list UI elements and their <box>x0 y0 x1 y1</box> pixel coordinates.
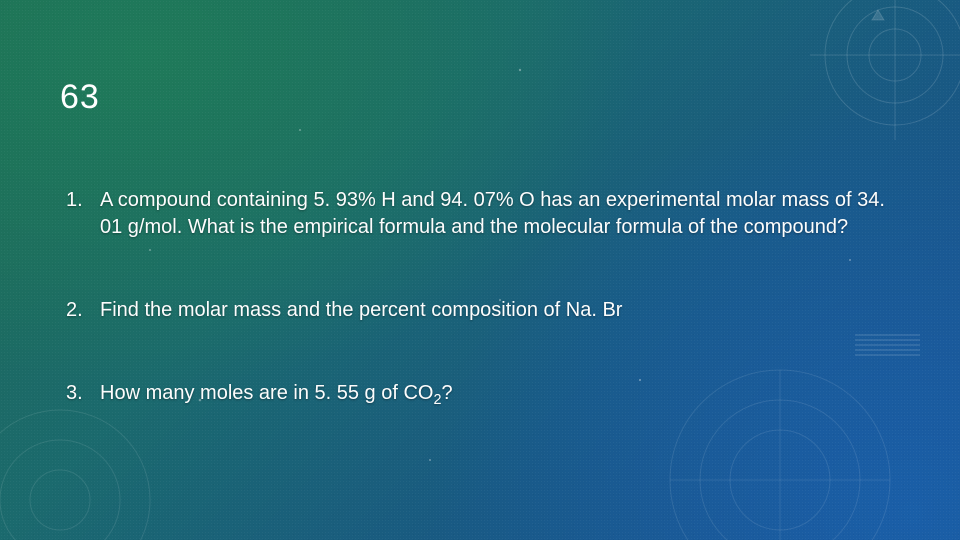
slide-number: 63 <box>60 78 900 117</box>
question-item: A compound containing 5. 93% H and 94. 0… <box>100 187 900 241</box>
question-list: A compound containing 5. 93% H and 94. 0… <box>60 187 900 407</box>
slide-content: 63 A compound containing 5. 93% H and 94… <box>0 0 960 407</box>
question-item: How many moles are in 5. 55 g of CO2? <box>100 380 900 407</box>
question-item: Find the molar mass and the percent comp… <box>100 297 900 324</box>
